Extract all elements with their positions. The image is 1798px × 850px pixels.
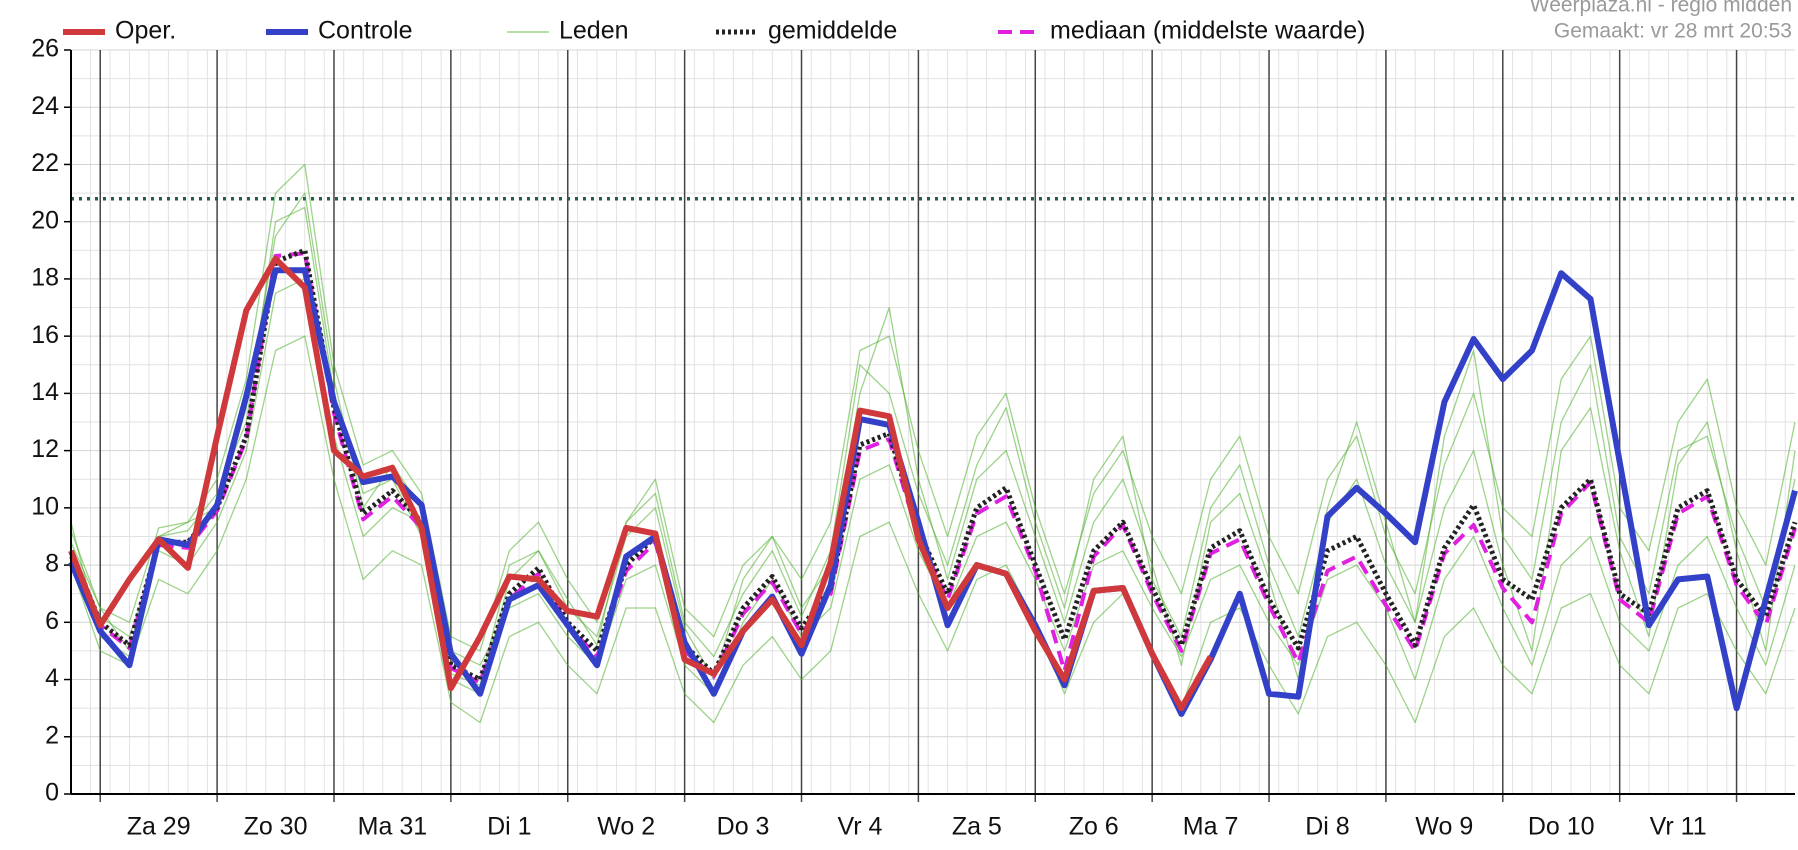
x-tick-label: Zo 30 <box>244 813 308 841</box>
x-tick-label: Do 3 <box>717 813 770 841</box>
series-line <box>68 247 1798 682</box>
y-tick-label: 4 <box>45 664 59 692</box>
y-tick-label: 14 <box>31 378 59 406</box>
series-line <box>70 192 1796 686</box>
series-line <box>70 335 1796 724</box>
legend-label: Leden <box>559 17 629 45</box>
x-tick-label: Ma 7 <box>1183 813 1239 841</box>
legend-label: mediaan (middelste waarde) <box>1050 17 1365 45</box>
x-tick-label: Do 10 <box>1528 813 1595 841</box>
created-label: Gemaakt: vr 28 mrt 20:53 <box>1554 20 1792 43</box>
legend-label: Oper. <box>115 17 176 45</box>
legend-label: Controle <box>318 17 413 45</box>
series-line <box>70 163 1796 652</box>
x-tick-label: Vr 4 <box>837 813 882 841</box>
x-tick-label: Wo 2 <box>597 813 655 841</box>
y-tick-label: 10 <box>31 492 59 520</box>
x-tick-label: Di 1 <box>487 813 531 841</box>
y-tick-label: 26 <box>31 35 59 63</box>
y-tick-label: 8 <box>45 550 59 578</box>
x-tick-label: Za 29 <box>127 813 191 841</box>
x-tick-label: Wo 9 <box>1415 813 1473 841</box>
x-tick-label: Za 5 <box>952 813 1002 841</box>
y-tick-label: 18 <box>31 264 59 292</box>
y-tick-label: 16 <box>31 321 59 349</box>
x-tick-label: Zo 6 <box>1069 813 1119 841</box>
y-tick-label: 24 <box>31 92 59 120</box>
y-tick-label: 6 <box>45 607 59 635</box>
y-tick-label: 2 <box>45 721 59 749</box>
y-tick-label: 12 <box>31 435 59 463</box>
y-tick-label: 22 <box>31 149 59 177</box>
y-tick-label: 0 <box>45 779 59 807</box>
x-tick-label: Di 8 <box>1305 813 1349 841</box>
series-line <box>68 255 1214 712</box>
x-tick-label: Vr 11 <box>1650 813 1707 841</box>
source-label: Weerplaza.nl - regio midden <box>1530 0 1792 17</box>
x-tick-label: Ma 31 <box>358 813 427 841</box>
y-tick-label: 20 <box>31 206 59 234</box>
legend-label: gemiddelde <box>768 17 897 45</box>
